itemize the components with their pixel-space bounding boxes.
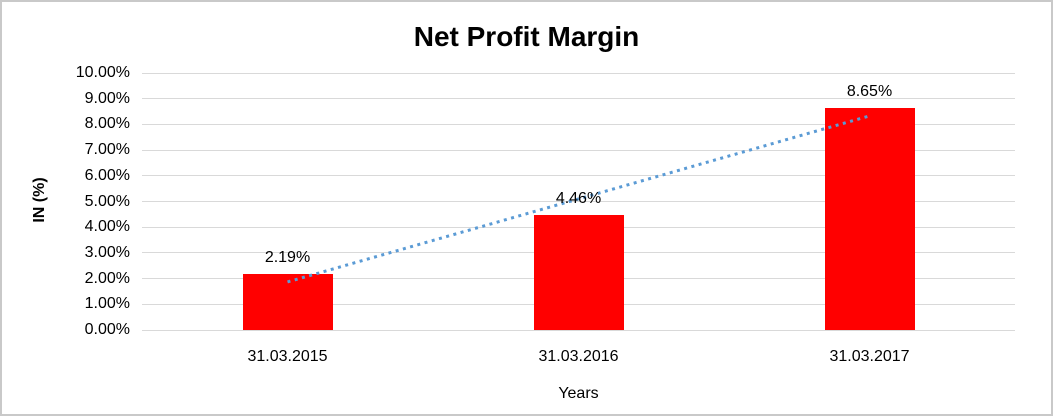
x-axis-category-labels: 31.03.2015 31.03.2016 31.03.2017 [2, 348, 1051, 368]
y-tick-label: 0.00% [84, 321, 130, 338]
trendline [287, 114, 870, 284]
gridline [142, 98, 1015, 100]
gridline [142, 201, 1015, 202]
bar [824, 107, 915, 330]
data-label: 8.65% [846, 82, 893, 100]
y-tick-label: 7.00% [84, 141, 130, 159]
bar [242, 273, 333, 330]
y-tick-label: 10.00% [75, 64, 130, 81]
y-tick-label: 2.00% [84, 269, 130, 287]
gridline [142, 149, 1015, 151]
x-tick-label: 31.03.2017 [829, 348, 910, 365]
gridline [142, 123, 1015, 125]
x-tick-label: 31.03.2016 [538, 348, 619, 365]
gridline [142, 329, 1015, 331]
x-axis-title: Years [558, 385, 599, 402]
y-tick-label: 1.00% [84, 295, 130, 313]
x-tick-label: 31.03.2015 [247, 348, 328, 365]
gridline [142, 175, 1015, 177]
y-tick-label: 6.00% [84, 166, 130, 184]
y-tick-label: 4.00% [84, 218, 130, 236]
y-tick-label: 3.00% [84, 243, 130, 261]
chart-title: Net Profit Margin [413, 21, 640, 52]
y-tick-label: 9.00% [84, 89, 130, 107]
data-label: 4.46% [555, 190, 602, 208]
data-label: 2.19% [264, 248, 311, 266]
bar [533, 215, 624, 330]
plot-area [142, 72, 1015, 331]
y-tick-label: 8.00% [84, 115, 130, 133]
gridline [142, 72, 1015, 74]
y-tick-label: 5.00% [84, 192, 130, 210]
